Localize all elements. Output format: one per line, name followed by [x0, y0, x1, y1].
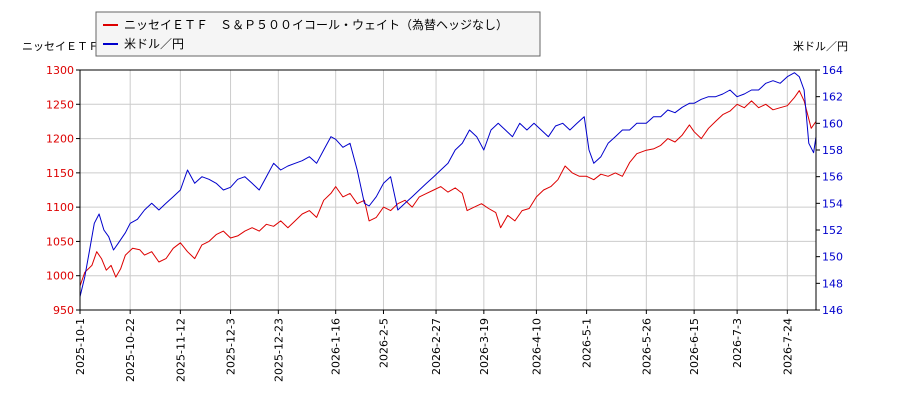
right-axis-ticks: 146 148 150 152 154 156 158 160 162 164	[816, 64, 843, 317]
right-tick-label: 150	[822, 251, 843, 264]
right-axis-title: 米ドル／円	[793, 40, 848, 53]
x-tick-label: 2026-7-24	[781, 318, 794, 375]
grid-lines	[80, 70, 816, 310]
right-tick-label: 160	[822, 117, 843, 130]
series-line-usdjpy	[79, 72, 817, 297]
x-tick-label: 2025-10-22	[124, 318, 137, 382]
series-layer	[79, 72, 817, 297]
x-tick-label: 2026-6-15	[688, 318, 701, 375]
x-axis-ticks: 2025-10-1 2025-10-22 2025-11-12 2025-12-3 20…	[74, 310, 794, 382]
x-tick-label: 2026-4-10	[530, 318, 543, 375]
x-tick-label: 2025-12-3	[225, 318, 238, 375]
series-line-etf	[79, 90, 817, 287]
left-tick-label: 1050	[46, 235, 74, 248]
left-axis-title: ニッセイＥＴＦ	[22, 40, 99, 53]
legend-label-etf: ニッセイＥＴＦ Ｓ＆Ｐ５００イコール・ウェイト（為替ヘッジなし）	[124, 18, 508, 32]
right-tick-label: 158	[822, 144, 843, 157]
legend-box	[95, 11, 541, 57]
left-tick-label: 1150	[46, 167, 74, 180]
left-tick-label: 1200	[46, 133, 74, 146]
x-tick-label: 2026-1-16	[330, 318, 343, 375]
left-tick-label: 950	[53, 304, 74, 317]
right-tick-label: 148	[822, 277, 843, 290]
x-tick-label: 2026-5-26	[640, 318, 653, 375]
x-tick-label: 2026-7-3	[731, 318, 744, 368]
right-tick-label: 146	[822, 304, 843, 317]
legend: ニッセイＥＴＦ Ｓ＆Ｐ５００イコール・ウェイト（為替ヘッジなし） 米ドル／円	[95, 11, 541, 57]
x-tick-label: 2025-11-12	[174, 318, 187, 382]
left-tick-label: 1100	[46, 201, 74, 214]
x-tick-label: 2026-2-5	[377, 318, 390, 368]
right-tick-label: 152	[822, 224, 843, 237]
right-tick-label: 156	[822, 171, 843, 184]
x-tick-label: 2026-3-19	[478, 318, 491, 375]
plot-frame	[79, 69, 817, 311]
left-tick-label: 1300	[46, 64, 74, 77]
x-tick-label: 2025-12-23	[272, 318, 285, 382]
x-tick-label: 2026-2-27	[430, 318, 443, 375]
legend-label-usdjpy: 米ドル／円	[124, 37, 184, 51]
left-axis-ticks: 950 1000 1050 1100 1150 1200 1250 1300	[46, 64, 80, 317]
right-tick-label: 154	[822, 197, 843, 210]
plot-area	[79, 69, 817, 311]
left-tick-label: 1250	[46, 98, 74, 111]
x-tick-label: 2026-5-1	[581, 318, 594, 368]
x-tick-label: 2025-10-1	[74, 318, 87, 375]
right-tick-label: 162	[822, 91, 843, 104]
left-tick-label: 1000	[46, 270, 74, 283]
right-tick-label: 164	[822, 64, 843, 77]
